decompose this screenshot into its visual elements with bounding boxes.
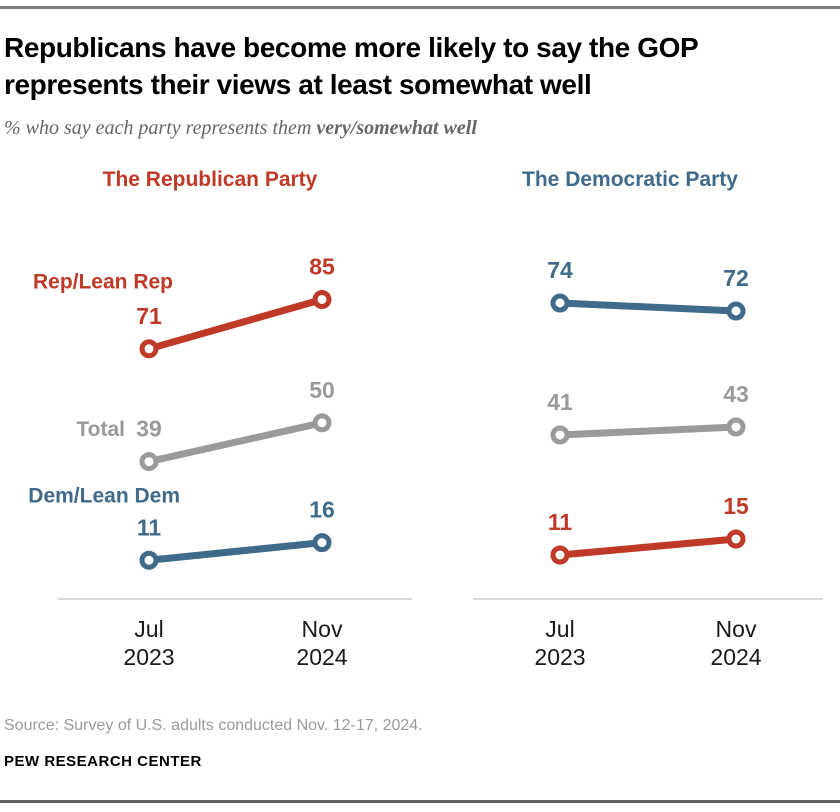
value-label: 11 [548,509,573,535]
data-point [312,289,332,309]
trend-line [148,539,323,564]
value-label: 15 [723,493,749,519]
series-label: Dem/Lean Dem [28,485,180,508]
data-point [312,533,332,553]
value-label: 41 [547,389,573,415]
trend-line [559,423,737,439]
series-label: Rep/Lean Rep [33,271,173,294]
data-point [312,413,332,433]
brand-name: PEW RESEARCH CENTER [4,753,202,770]
value-label: 16 [309,497,335,523]
value-label: 71 [136,303,162,329]
x-tick-label: Jul [134,616,163,642]
data-point [550,293,570,313]
value-label: 85 [309,254,335,280]
panel-header: The Republican Party [102,168,318,191]
chart-area: The Republican Party Jul 2023 Nov 2024 71 85 R… [0,155,840,695]
trend-line [148,296,323,353]
x-tick-label: 2024 [296,644,347,670]
data-point [726,529,746,549]
value-label: 72 [723,265,749,291]
top-divider [0,6,840,9]
bottom-divider [0,800,840,803]
value-label: 43 [723,381,749,407]
value-label: 11 [137,514,162,540]
source-note: Source: Survey of U.S. adults conducted … [4,717,423,734]
series-label: Total [76,418,125,441]
x-tick-label: Nov [716,616,757,642]
x-tick-label: Nov [302,616,343,642]
x-tick-label: 2023 [123,644,174,670]
value-label: 74 [547,257,573,283]
data-point [726,417,746,437]
panel-header: The Democratic Party [522,168,738,191]
value-label: 50 [309,377,335,403]
x-tick-label: Jul [545,616,574,642]
democratic-party-panel: The Democratic Party Jul 2023 Nov 2024 74 72 4… [420,155,840,695]
data-point [139,339,159,359]
trend-line [148,419,323,465]
x-tick-label: 2024 [710,644,761,670]
x-tick-label: 2023 [534,644,585,670]
data-point [550,425,570,445]
value-label: 39 [136,416,162,442]
subtitle-bold-text: very/somewhat well [316,117,477,139]
data-point [550,545,570,565]
trend-line [559,535,737,559]
chart-subtitle: % who say each party represents them ver… [4,117,804,140]
data-point [726,301,746,321]
chart-title: Republicans have become more likely to s… [4,32,698,100]
subtitle-plain-text: % who say each party represents them [4,117,317,139]
data-point [139,452,159,472]
data-point [139,550,159,570]
republican-party-panel: The Republican Party Jul 2023 Nov 2024 71 85 R… [0,155,420,695]
trend-line [559,299,737,315]
